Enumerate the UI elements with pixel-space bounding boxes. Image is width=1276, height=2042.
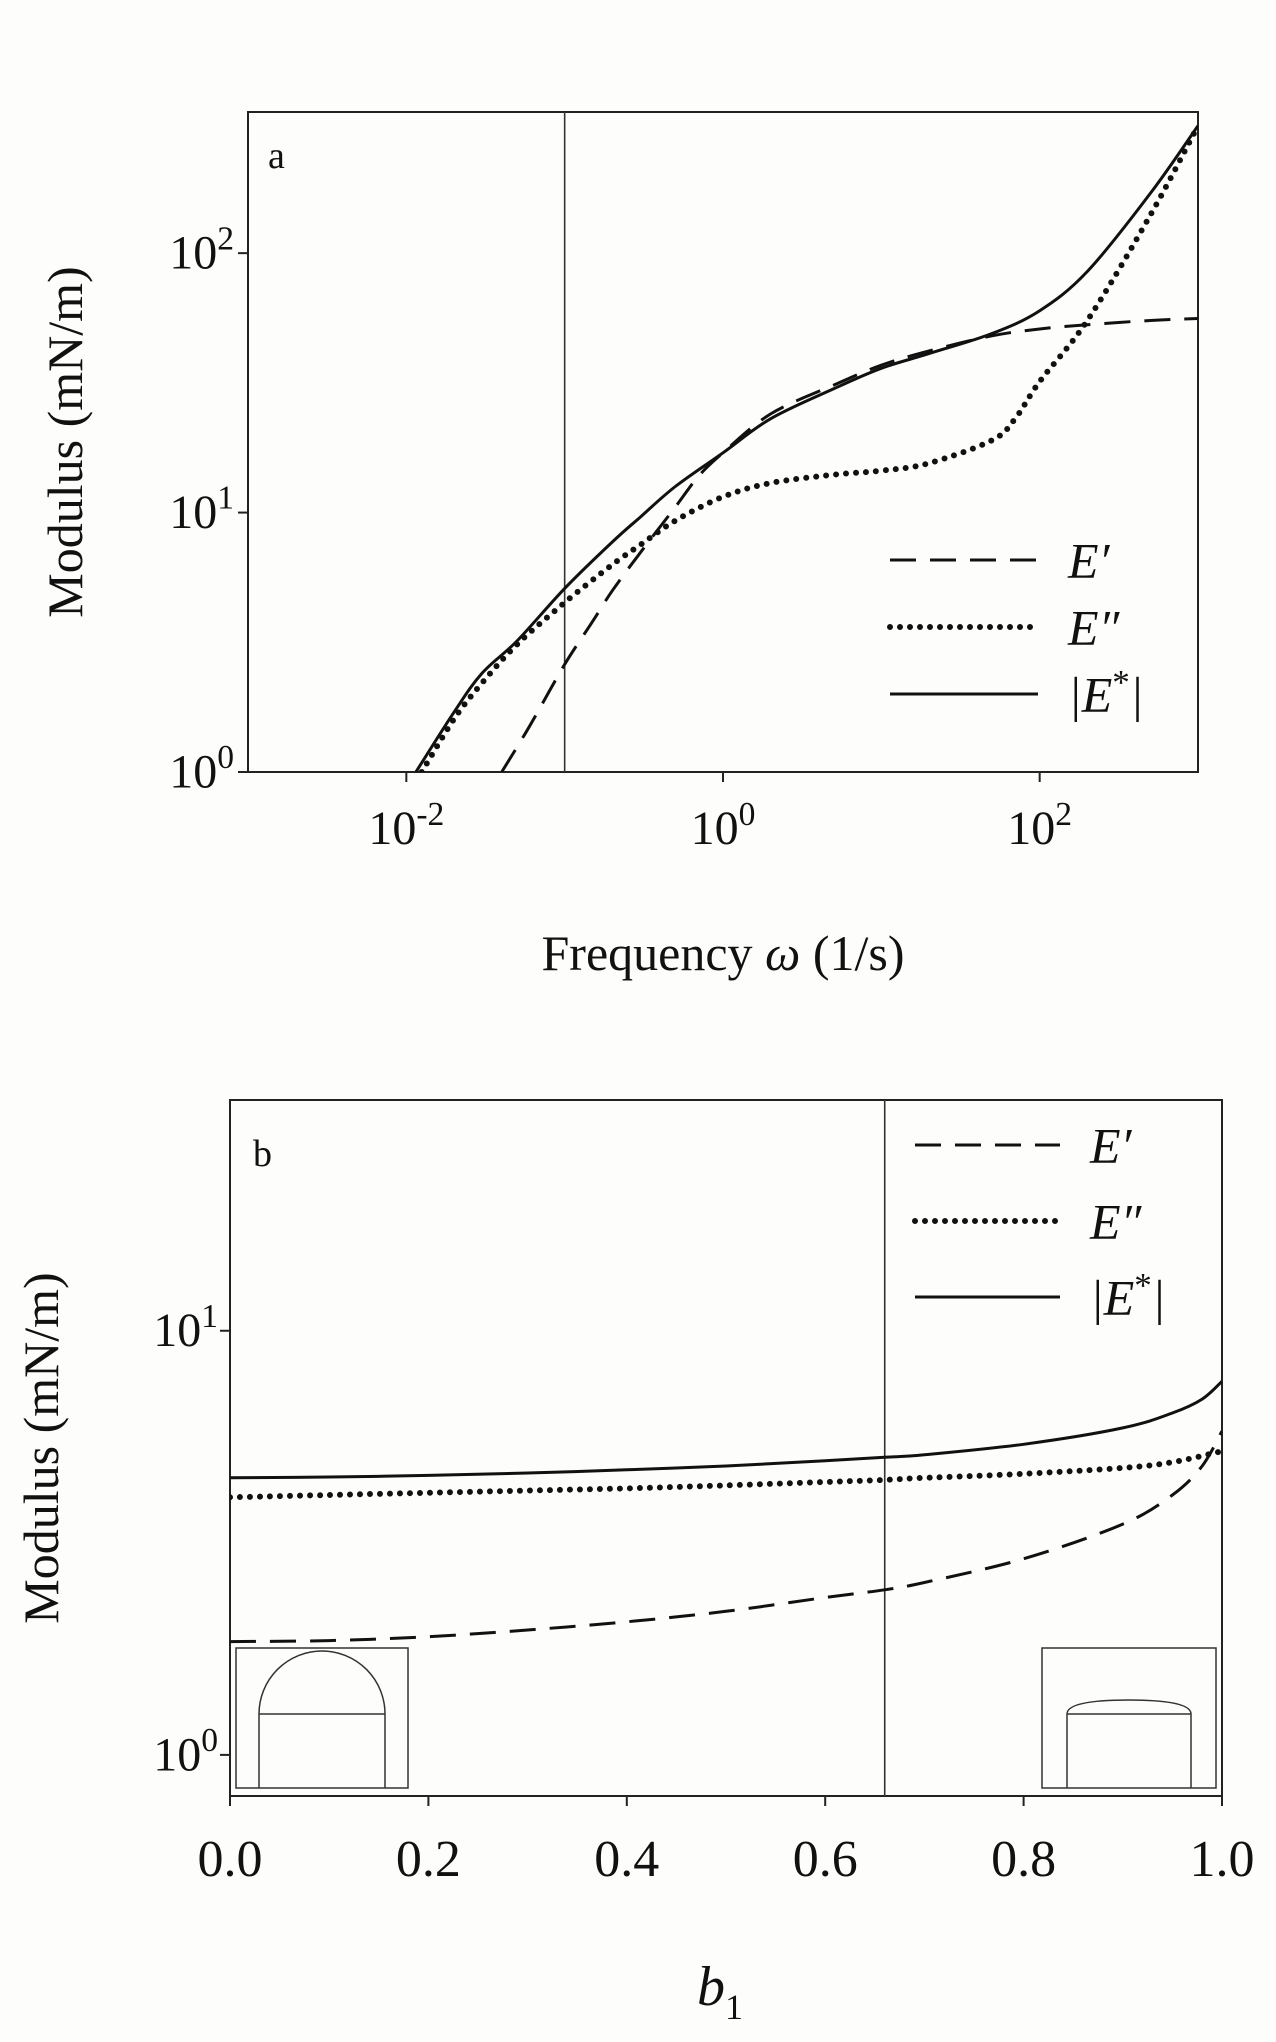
inset-bubble-tall-diagram [235,1647,409,1789]
a-legend-label: E′ [1067,533,1111,589]
panel-a-chart: a Modulus (mN/m) Frequency ω (1/s) 10-2 1… [37,111,1199,981]
a-series-line-dotted [418,122,1198,772]
a-legend-label: E″ [1067,600,1121,656]
b-x-tick-label: 0.6 [793,1831,858,1888]
a-x-tick-label: 10-2 [368,796,444,855]
panel-b-chart: b Modulus (mN/m) b1 0.0 0.2 0.4 0.6 0.8 1.0 1… [13,1099,1255,2027]
b-legend-label: E′ [1089,1118,1133,1174]
a-x-tick-label: 102 [1007,796,1072,855]
panel-b-legend: E′ E″ |E*| [912,1118,1166,1326]
a-series-line-solid [414,124,1198,772]
b-series-line-solid [230,1380,1222,1480]
b-x-tick-label: 0.4 [594,1831,659,1888]
panel-a-legend: E′ E″ |E*| [887,533,1144,723]
panel-a-x-axis-label: Frequency ω (1/s) [541,925,904,981]
b-x-tick-label: 0.2 [396,1831,461,1888]
b-x-tick-label: 1.0 [1190,1831,1255,1888]
a-y-tick-label: 101 [169,480,234,539]
b-series-line-dashed [230,1430,1222,1644]
panel-a-y-axis-label: Modulus (mN/m) [37,266,93,617]
b-x-tick-label: 0.0 [198,1831,263,1888]
b-legend-label: E″ [1089,1194,1143,1250]
b-series-line-dotted [230,1448,1222,1501]
a-y-tick-label: 100 [169,739,234,798]
b-y-tick-label: 100 [153,1722,218,1781]
b-legend-label: |E*| [1090,1266,1166,1326]
a-y-tick-label: 102 [169,220,234,279]
panel-b-y-axis-label: Modulus (mN/m) [13,1272,69,1623]
panel-a-plot-frame [247,111,1199,773]
a-legend-label: |E*| [1068,663,1144,723]
a-x-tick-label: 100 [691,796,756,855]
inset-bubble-flat-diagram [1041,1647,1217,1789]
a-series-line-dashed [500,317,1198,772]
panel-b-label: b [253,1133,272,1175]
b-y-tick-label: 101 [153,1298,218,1357]
b-x-tick-label: 0.8 [991,1831,1056,1888]
panel-b-plot-frame [229,1099,1223,1797]
panel-b-x-axis-label: b1 [697,1956,743,2027]
panel-a-label: a [268,135,285,177]
